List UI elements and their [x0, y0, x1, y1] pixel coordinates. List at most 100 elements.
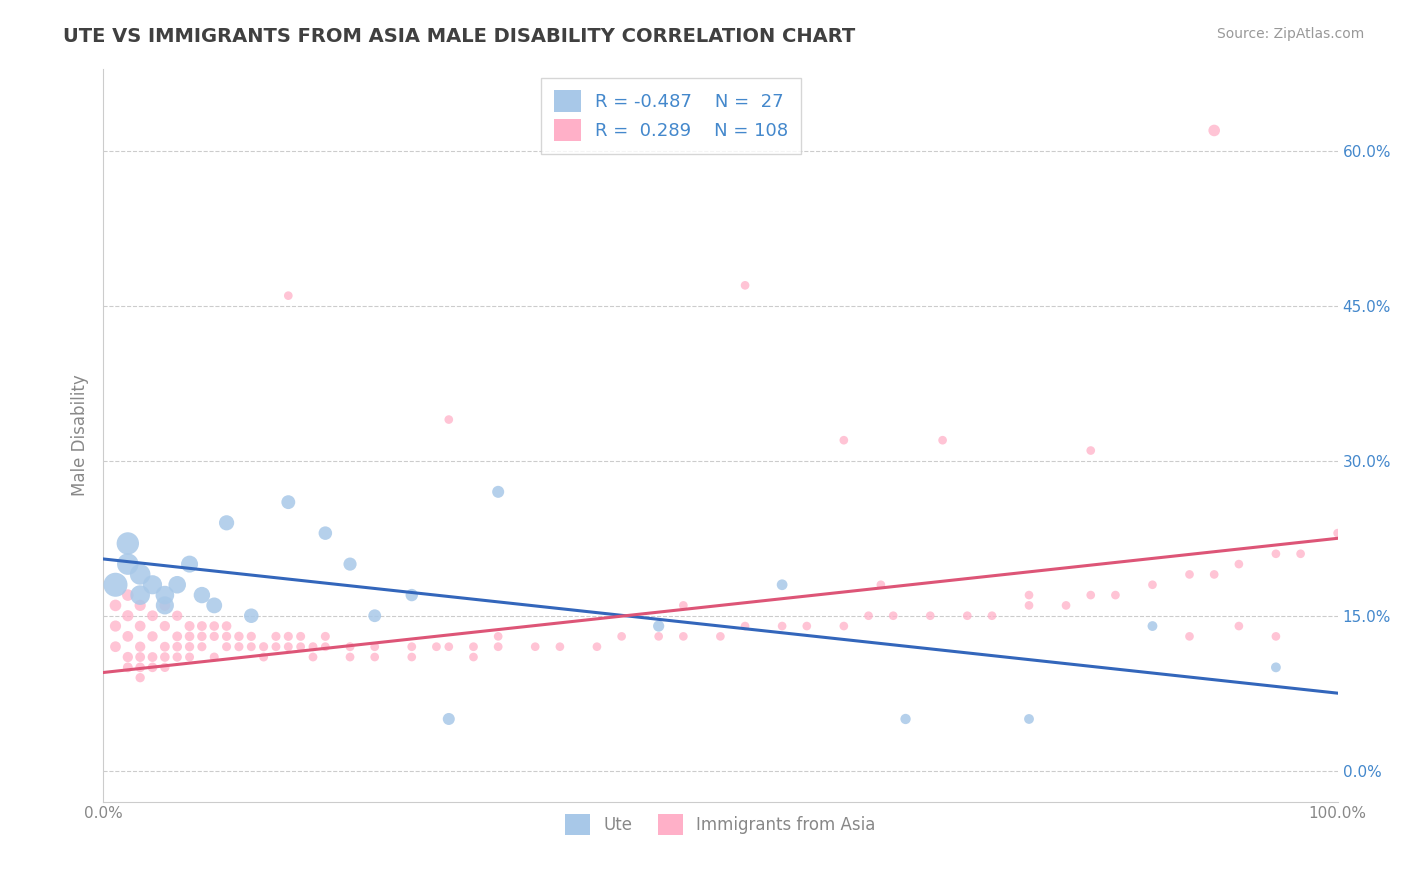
Point: [1204, 123, 1226, 137]
Point: [463, 640, 485, 654]
Point: [1080, 443, 1102, 458]
Point: [277, 495, 299, 509]
Point: [117, 557, 139, 571]
Point: [215, 629, 238, 643]
Legend: Ute, Immigrants from Asia: Ute, Immigrants from Asia: [555, 805, 886, 845]
Point: [153, 599, 176, 613]
Point: [981, 608, 1004, 623]
Point: [153, 588, 176, 602]
Point: [153, 619, 176, 633]
Point: [1018, 599, 1040, 613]
Point: [153, 640, 176, 654]
Point: [129, 599, 152, 613]
Y-axis label: Male Disability: Male Disability: [72, 374, 89, 496]
Point: [179, 557, 201, 571]
Point: [129, 640, 152, 654]
Point: [191, 588, 214, 602]
Point: [1227, 557, 1250, 571]
Point: [264, 640, 287, 654]
Point: [524, 640, 547, 654]
Point: [486, 640, 509, 654]
Point: [290, 629, 312, 643]
Point: [770, 578, 793, 592]
Point: [672, 629, 695, 643]
Point: [1264, 547, 1286, 561]
Point: [179, 629, 201, 643]
Point: [191, 619, 214, 633]
Point: [228, 640, 250, 654]
Point: [401, 588, 423, 602]
Point: [252, 650, 274, 665]
Point: [117, 588, 139, 602]
Point: [647, 619, 669, 633]
Point: [179, 640, 201, 654]
Point: [141, 660, 163, 674]
Point: [314, 629, 336, 643]
Point: [202, 599, 225, 613]
Point: [401, 640, 423, 654]
Point: [141, 650, 163, 665]
Point: [277, 640, 299, 654]
Point: [141, 608, 163, 623]
Point: [437, 412, 460, 426]
Point: [1326, 526, 1348, 541]
Point: [734, 619, 756, 633]
Point: [240, 629, 263, 643]
Point: [832, 619, 855, 633]
Point: [191, 629, 214, 643]
Point: [117, 608, 139, 623]
Point: [129, 567, 152, 582]
Point: [647, 629, 669, 643]
Point: [401, 650, 423, 665]
Point: [104, 578, 127, 592]
Point: [548, 640, 571, 654]
Point: [179, 619, 201, 633]
Point: [672, 599, 695, 613]
Point: [202, 650, 225, 665]
Point: [104, 599, 127, 613]
Point: [1018, 588, 1040, 602]
Text: Source: ZipAtlas.com: Source: ZipAtlas.com: [1216, 27, 1364, 41]
Point: [129, 660, 152, 674]
Point: [709, 629, 731, 643]
Point: [610, 629, 633, 643]
Point: [894, 712, 917, 726]
Point: [1204, 567, 1226, 582]
Point: [117, 660, 139, 674]
Point: [129, 588, 152, 602]
Point: [141, 629, 163, 643]
Point: [104, 619, 127, 633]
Point: [437, 640, 460, 654]
Point: [117, 536, 139, 550]
Point: [1142, 578, 1164, 592]
Point: [1227, 619, 1250, 633]
Point: [1264, 629, 1286, 643]
Point: [931, 434, 953, 448]
Point: [228, 629, 250, 643]
Point: [129, 650, 152, 665]
Point: [339, 557, 361, 571]
Point: [870, 578, 893, 592]
Point: [153, 660, 176, 674]
Point: [339, 640, 361, 654]
Point: [179, 650, 201, 665]
Point: [796, 619, 818, 633]
Point: [858, 608, 880, 623]
Point: [1054, 599, 1077, 613]
Point: [437, 712, 460, 726]
Point: [153, 599, 176, 613]
Point: [202, 629, 225, 643]
Point: [290, 640, 312, 654]
Point: [586, 640, 609, 654]
Point: [734, 278, 756, 293]
Point: [117, 629, 139, 643]
Point: [1104, 588, 1126, 602]
Point: [129, 671, 152, 685]
Point: [215, 619, 238, 633]
Point: [166, 640, 188, 654]
Point: [1264, 660, 1286, 674]
Point: [166, 629, 188, 643]
Point: [302, 640, 325, 654]
Point: [153, 650, 176, 665]
Point: [104, 640, 127, 654]
